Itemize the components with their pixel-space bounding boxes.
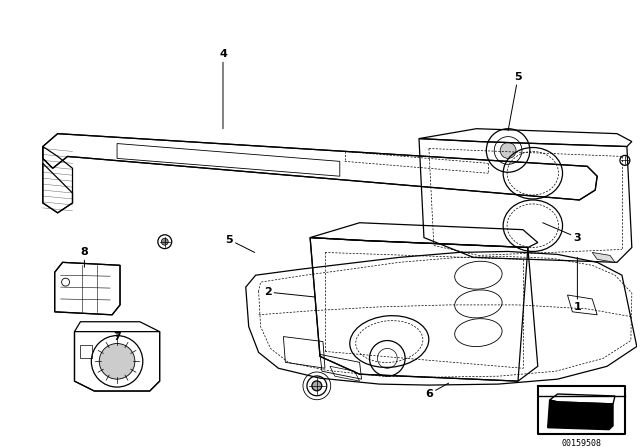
Text: 1: 1 xyxy=(573,258,581,312)
Text: 2: 2 xyxy=(264,287,315,297)
Text: 5: 5 xyxy=(508,72,522,131)
Text: 8: 8 xyxy=(81,247,88,267)
Text: 6: 6 xyxy=(425,383,449,399)
Text: 3: 3 xyxy=(543,223,581,242)
Circle shape xyxy=(312,381,322,391)
Text: 5: 5 xyxy=(225,235,255,252)
Polygon shape xyxy=(548,400,613,430)
Circle shape xyxy=(500,142,516,159)
Polygon shape xyxy=(592,252,615,263)
Text: 7: 7 xyxy=(113,332,121,341)
Circle shape xyxy=(99,344,135,379)
Text: 4: 4 xyxy=(219,49,227,129)
Circle shape xyxy=(161,238,168,245)
Text: 00159508: 00159508 xyxy=(561,439,602,448)
